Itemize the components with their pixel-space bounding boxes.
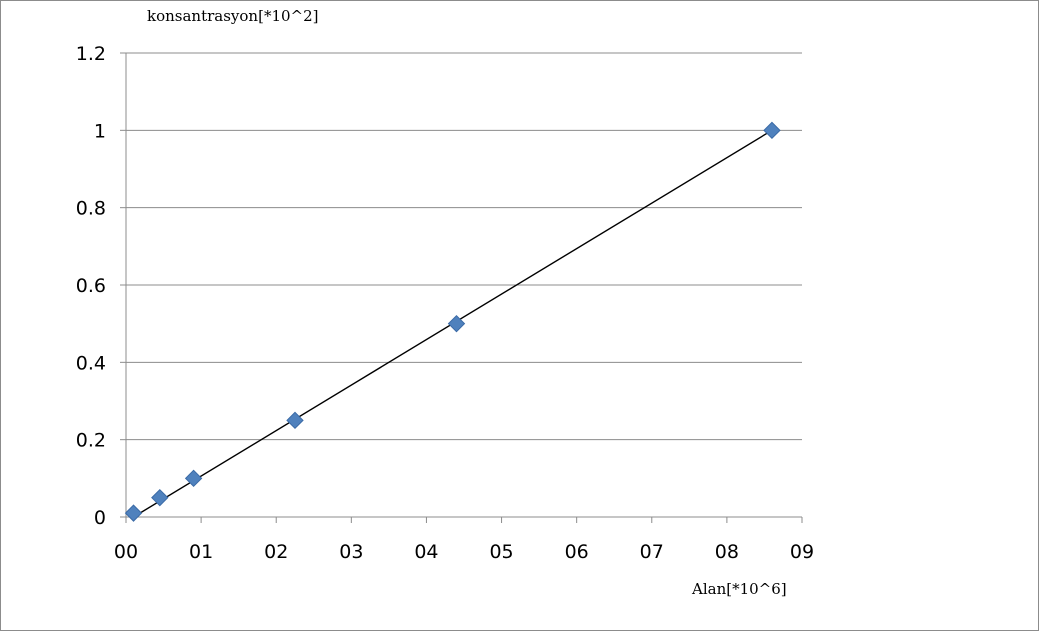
x-axis-title: Alan[*10^6] (691, 580, 787, 598)
y-tick-label: 0.6 (76, 275, 106, 297)
data-point (124, 504, 143, 522)
x-tick-label: 04 (414, 541, 438, 563)
x-tick-label: 05 (489, 541, 513, 563)
y-tick-label: 1.2 (76, 43, 106, 65)
data-points (124, 121, 781, 522)
grid-lines (126, 52, 802, 441)
axes (120, 52, 803, 523)
data-point (286, 411, 304, 430)
data-point (447, 314, 466, 333)
y-tick-label: 0.4 (76, 352, 106, 374)
x-tick-label: 03 (339, 541, 363, 563)
x-tick-labels: 00 01 02 03 04 05 06 07 08 09 (114, 541, 814, 563)
x-tick-label: 01 (189, 541, 213, 563)
y-tick-label: 0.2 (76, 430, 106, 452)
x-tick-label: 07 (640, 541, 664, 563)
x-tick-label: 09 (790, 541, 814, 563)
x-tick-label: 02 (264, 541, 288, 563)
x-tick-label: 00 (114, 541, 138, 563)
data-point (763, 121, 781, 140)
x-tick-label: 06 (565, 541, 589, 563)
y-axis-title: konsantrasyon[*10^2] (147, 7, 319, 25)
y-tick-label: 0.8 (76, 198, 106, 220)
y-tick-label: 1 (94, 120, 106, 142)
y-tick-labels: 0 0.2 0.4 0.6 0.8 1 1.2 (76, 43, 106, 529)
y-tick-label: 0 (94, 507, 106, 529)
data-point (151, 488, 169, 507)
x-tick-label: 08 (715, 541, 739, 563)
data-point (184, 469, 203, 488)
